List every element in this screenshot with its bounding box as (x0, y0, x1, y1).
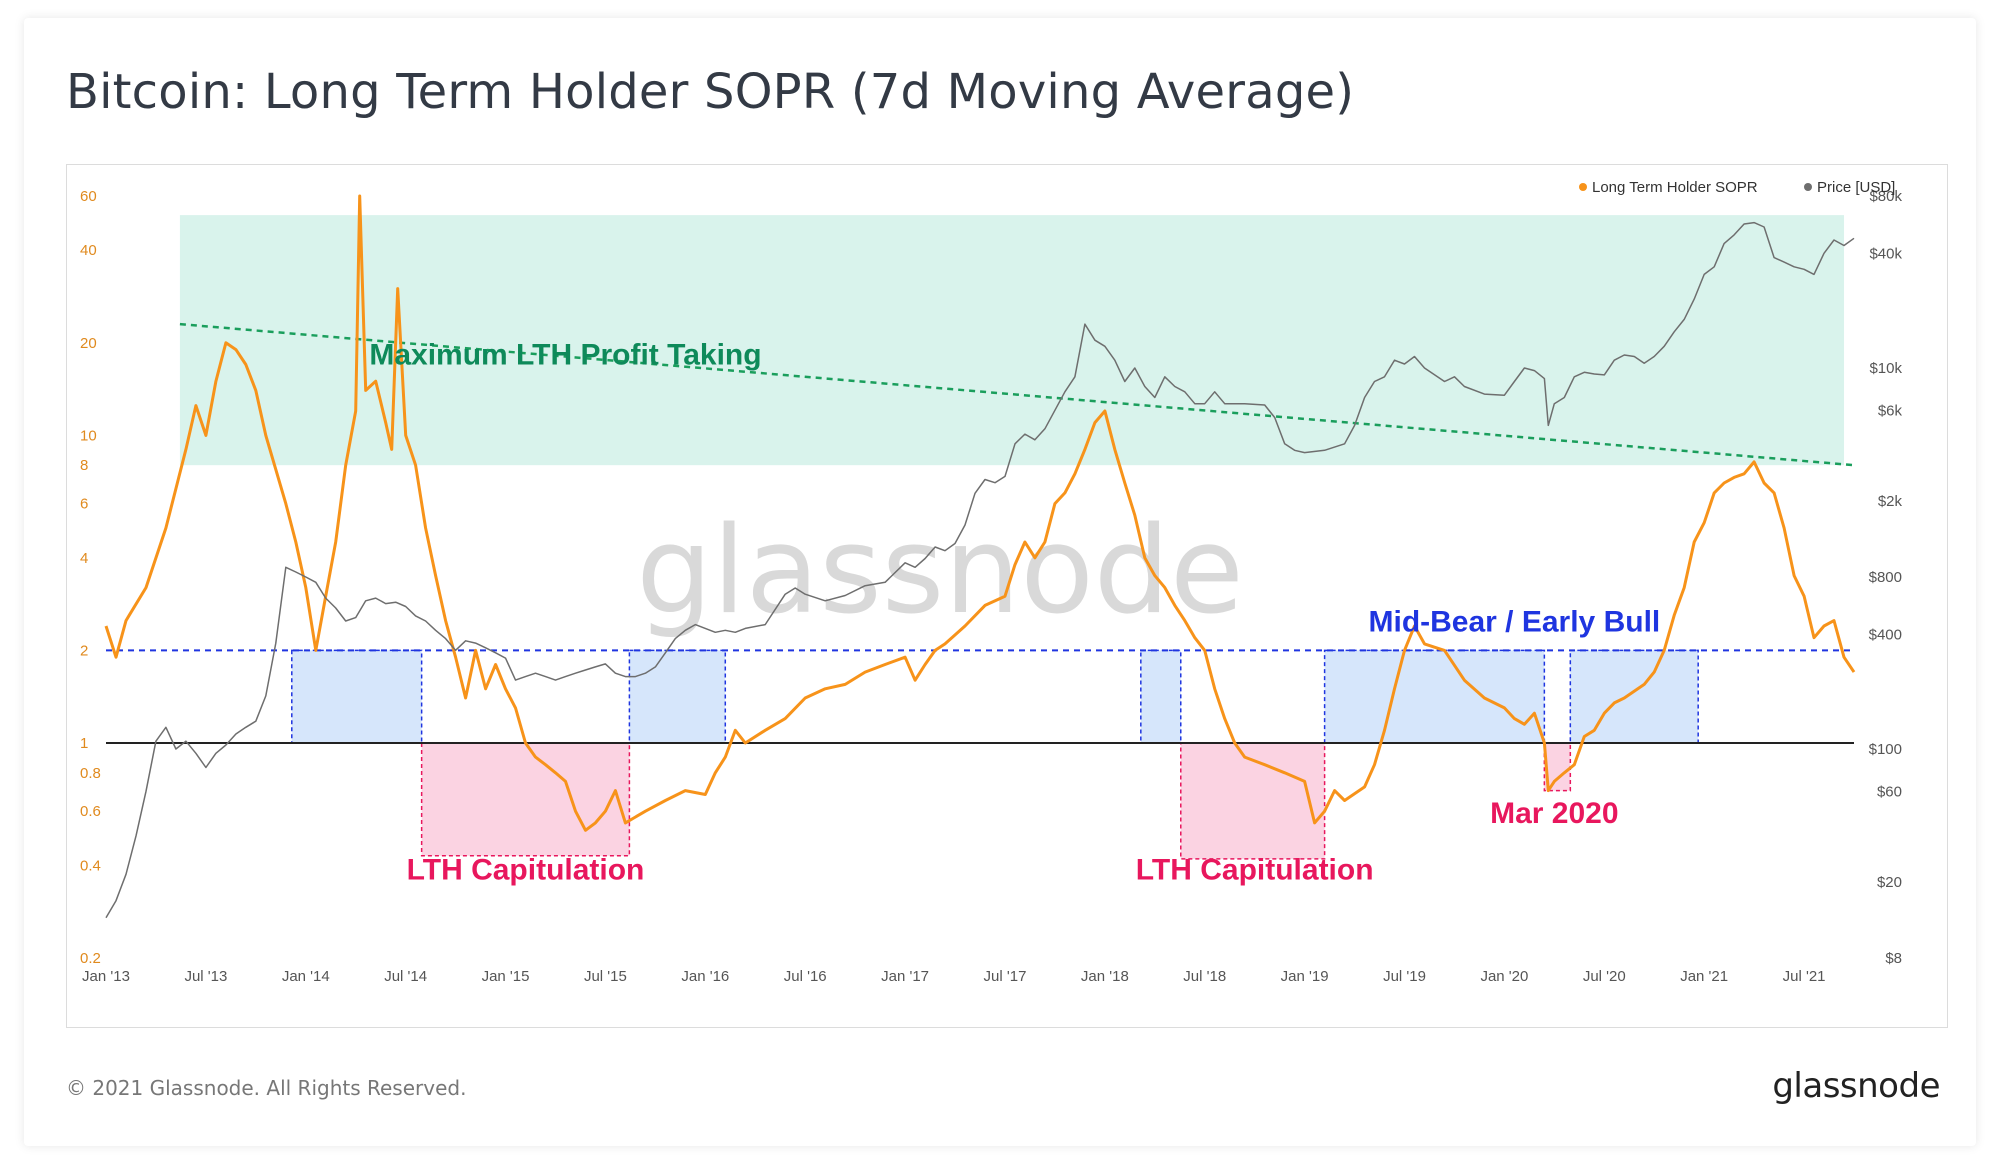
annotation-mar-2020: Mar 2020 (1490, 797, 1618, 830)
right-tick-label: $60 (1877, 783, 1902, 800)
copyright: © 2021 Glassnode. All Rights Reserved. (66, 1076, 467, 1100)
x-tick-label: Jan '21 (1680, 968, 1728, 985)
zones-layer (179, 215, 1845, 860)
right-tick-label: $100 (1869, 741, 1902, 758)
pink-zone-2 (1180, 742, 1326, 860)
x-tick-label: Jan '15 (482, 968, 530, 985)
x-tick-label: Jul '16 (784, 968, 827, 985)
left-tick-label: 4 (80, 550, 88, 567)
left-tick-label: 2 (80, 642, 88, 659)
right-tick-label: $6k (1878, 402, 1903, 419)
legend-sopr-dot (1579, 183, 1587, 191)
x-tick-label: Jan '20 (1480, 968, 1528, 985)
right-tick-label: $800 (1869, 569, 1902, 586)
left-tick-label: 0.2 (80, 950, 101, 967)
watermark: glassnode (636, 502, 1244, 641)
right-tick-label: $2k (1878, 493, 1903, 510)
left-tick-label: 40 (80, 242, 97, 259)
right-tick-label: $40k (1869, 245, 1902, 262)
left-tick-label: 0.8 (80, 765, 101, 782)
reference-lines-layer (106, 322, 1855, 744)
x-tick-label: Jul '20 (1583, 968, 1626, 985)
x-tick-label: Jul '17 (984, 968, 1027, 985)
axes-layer: Jan '13 Jul '13 Jan '14 Jul '14 Jan '15 Jul '… (80, 188, 1902, 985)
left-tick-label: 0.4 (80, 857, 101, 874)
x-tick-label: Jan '17 (881, 968, 929, 985)
legend-price-dot (1804, 183, 1812, 191)
profit-trend-line (179, 322, 1855, 467)
x-tick-label: Jan '18 (1081, 968, 1129, 985)
x-tick-label: Jul '21 (1783, 968, 1826, 985)
x-tick-label: Jan '14 (282, 968, 330, 985)
right-tick-label: $8 (1885, 950, 1902, 967)
profit-zone (179, 215, 1845, 466)
annotation-capitulation-1: LTH Capitulation (407, 853, 645, 886)
series-layer (104, 194, 1856, 919)
sopr-line (104, 194, 1856, 832)
left-tick-label: 8 (80, 457, 88, 474)
legend-price-label: Price [USD] (1817, 179, 1895, 196)
x-tick-label: Jul '13 (184, 968, 227, 985)
x-tick-label: Jan '19 (1281, 968, 1329, 985)
legend: Long Term Holder SOPR Price [USD] (1579, 179, 1895, 196)
x-tick-label: Jul '18 (1183, 968, 1226, 985)
left-tick-label: 0.6 (80, 803, 101, 820)
annotation-mid-bear: Mid-Bear / Early Bull (1369, 606, 1661, 639)
x-tick-label: Jan '16 (681, 968, 729, 985)
x-tick-label: Jul '14 (384, 968, 427, 985)
left-tick-label: 6 (80, 496, 88, 513)
chart-frame (66, 164, 1948, 1028)
glassnode-logo: glassnode (1772, 1066, 1940, 1106)
left-tick-label: 1 (80, 735, 88, 752)
chart-card (24, 18, 1976, 1146)
right-tick-label: $10k (1869, 360, 1902, 377)
x-tick-label: Jan '13 (82, 968, 130, 985)
right-tick-label: $400 (1869, 626, 1902, 643)
annotation-capitulation-2: LTH Capitulation (1136, 853, 1374, 886)
left-tick-label: 10 (80, 427, 97, 444)
x-tick-label: Jul '19 (1383, 968, 1426, 985)
blue-zone-5 (628, 649, 727, 744)
right-tick-label: $20 (1877, 874, 1902, 891)
price-line (105, 221, 1855, 919)
page-title: Bitcoin: Long Term Holder SOPR (7d Movin… (66, 64, 1355, 120)
right-tick-label: $80k (1869, 188, 1902, 205)
left-tick-label: 20 (80, 335, 97, 352)
annotation-profit-taking: Maximum LTH Profit Taking (369, 338, 761, 371)
left-tick-label: 60 (80, 188, 97, 205)
blue-zone-8 (1569, 649, 1699, 744)
legend-sopr-label: Long Term Holder SOPR (1592, 179, 1758, 196)
x-tick-label: Jul '15 (584, 968, 627, 985)
pink-zone-1 (420, 742, 631, 857)
annotations-layer: Maximum LTH Profit Taking Mid-Bear / Earl… (369, 338, 1660, 886)
blue-zone-4 (291, 649, 423, 744)
blue-zone-7 (1323, 649, 1546, 744)
blue-zone-6 (1140, 649, 1182, 744)
